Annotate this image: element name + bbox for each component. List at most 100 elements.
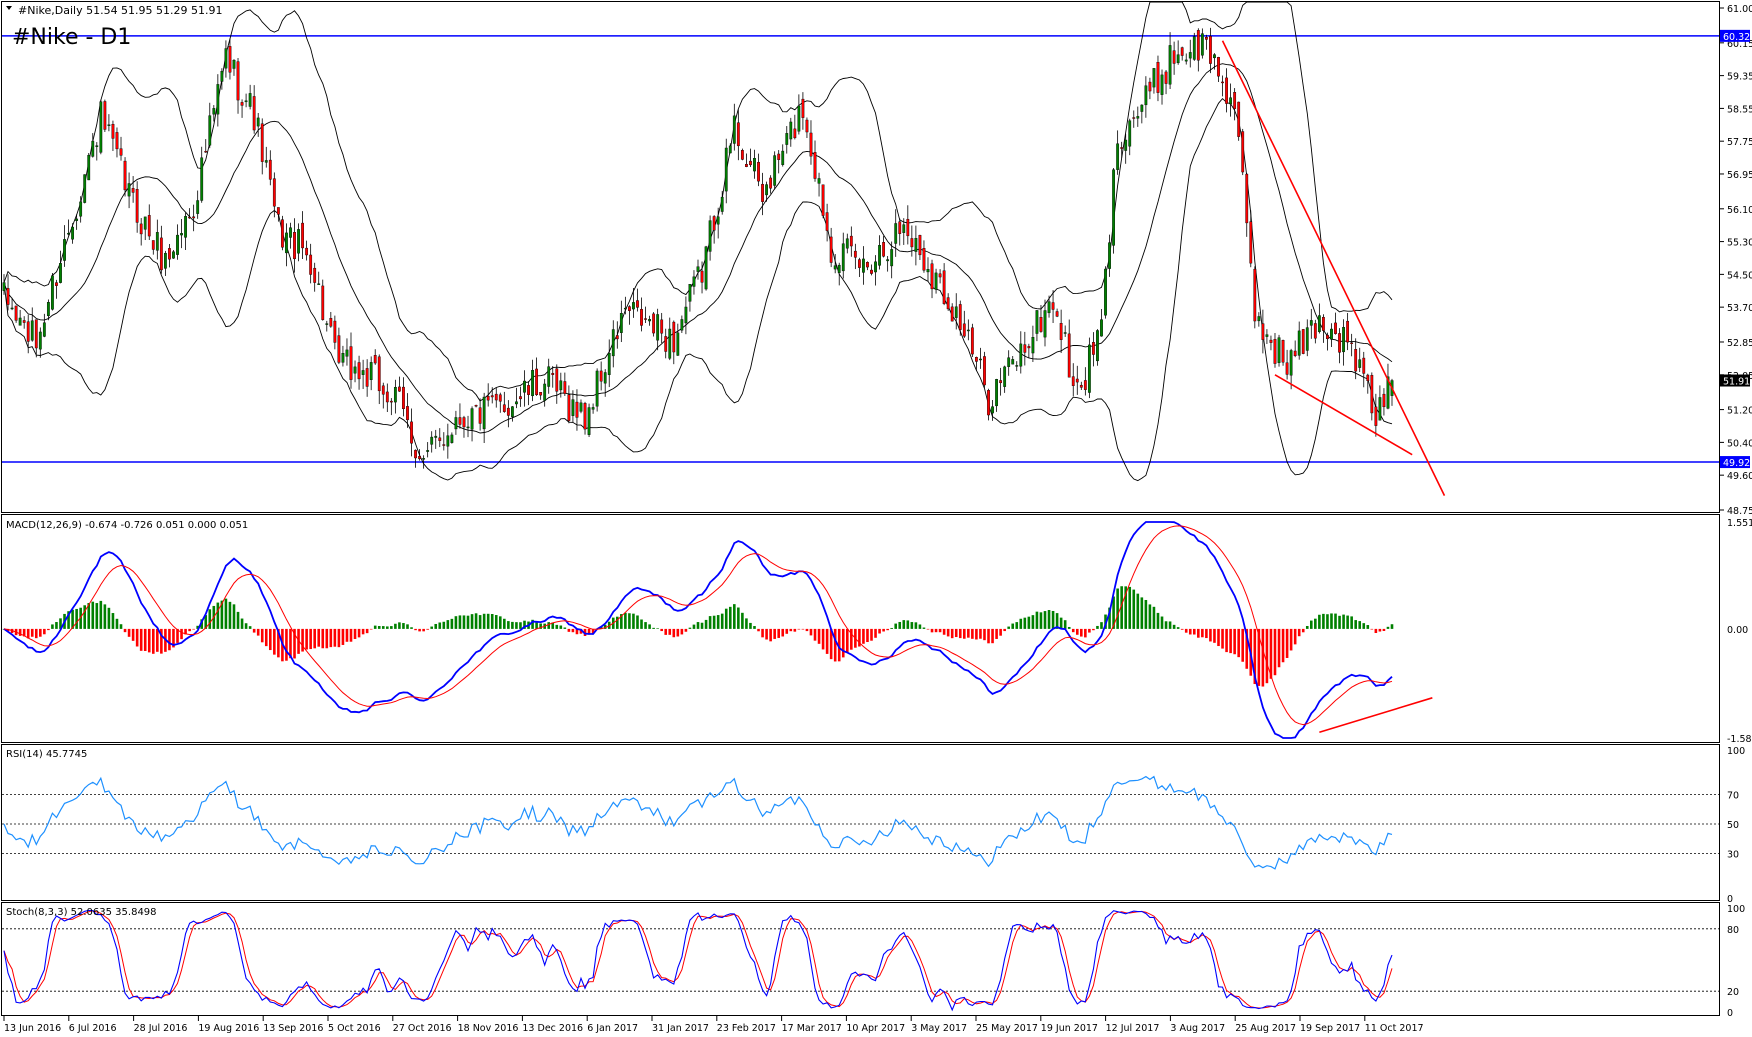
candle <box>111 120 115 151</box>
bear-candle-body <box>55 282 58 286</box>
macd-histogram-bar <box>1241 628 1245 662</box>
rsi-pane[interactable] <box>1 744 1720 901</box>
bull-candle-body <box>450 434 454 443</box>
candle <box>309 243 313 284</box>
time-tick-label-20: 19 Sep 2017 <box>1300 1023 1360 1034</box>
bull-candle-body <box>833 265 837 270</box>
macd-histogram-bar <box>531 619 534 629</box>
candle <box>252 85 256 134</box>
bear-candle-body <box>958 304 962 330</box>
macd-histogram-bar <box>1237 628 1240 658</box>
candle <box>1188 39 1192 68</box>
candle <box>510 406 514 422</box>
bull-candle-body <box>426 450 430 452</box>
main-pane[interactable] <box>1 1 1720 513</box>
macd-histogram-bar <box>1277 628 1281 668</box>
bull-candle-body <box>890 249 894 267</box>
macd-histogram-bar <box>793 628 797 632</box>
bear-candle-body <box>853 250 857 258</box>
bear-candle-body <box>135 189 139 223</box>
candle <box>777 150 781 174</box>
macd-histogram-bar <box>676 628 680 637</box>
macd-histogram-bar <box>1192 628 1196 635</box>
candle <box>172 250 175 259</box>
candle <box>71 223 74 244</box>
candle <box>1273 333 1277 368</box>
macd-histogram-bar <box>829 628 833 660</box>
candle <box>930 259 934 299</box>
macd-tick-label-1: 0.00 <box>1727 625 1748 636</box>
macd-histogram-bar <box>1346 615 1349 629</box>
macd-histogram-bar <box>583 628 587 636</box>
macd-histogram-bar <box>1112 596 1115 629</box>
bear-candle-body <box>34 319 38 349</box>
candle <box>1055 308 1059 318</box>
candle <box>668 317 672 361</box>
stoch-pane[interactable] <box>1 902 1720 1016</box>
candle <box>1136 106 1140 127</box>
bear-candle-body <box>438 437 442 441</box>
macd-histogram-bar <box>305 628 308 650</box>
macd-histogram-bar <box>30 628 34 637</box>
bear-candle-body <box>922 248 926 271</box>
candle <box>813 140 817 182</box>
macd-histogram-bar <box>644 622 647 629</box>
candle <box>1289 348 1293 390</box>
macd-histogram-bar <box>890 627 893 629</box>
bear-candle-body <box>1132 117 1136 119</box>
candle <box>966 319 970 341</box>
bear-candle-body <box>1209 36 1212 64</box>
macd-pane[interactable] <box>1 514 1720 743</box>
candle <box>1237 101 1241 141</box>
macd-histogram-bar <box>624 612 627 629</box>
macd-histogram-bar <box>1386 626 1390 629</box>
bull-candle-body <box>724 147 728 192</box>
candle <box>607 339 611 388</box>
macd-histogram-bar <box>640 619 643 629</box>
macd-histogram-bar <box>1184 628 1188 633</box>
macd-histogram-bar <box>127 628 131 637</box>
macd-histogram-bar <box>301 628 304 652</box>
bull-candle-body <box>914 238 918 252</box>
bollinger-middle <box>3 63 1393 434</box>
macd-histogram-bar <box>902 620 906 629</box>
bull-candle-body <box>531 370 534 397</box>
bull-candle-body <box>1043 310 1047 338</box>
candle <box>958 300 962 336</box>
candle <box>1204 34 1208 50</box>
bear-candle-body <box>333 320 337 343</box>
macd-histogram-bar <box>470 614 474 629</box>
candle <box>732 103 736 151</box>
candle <box>1229 83 1233 117</box>
bull-candle-body <box>1317 315 1321 332</box>
bull-candle-body <box>127 183 131 197</box>
candle <box>660 312 664 344</box>
time-tick-label-11: 23 Feb 2017 <box>717 1023 776 1034</box>
candle <box>361 359 365 389</box>
macd-histogram-bar <box>785 628 789 634</box>
macd-histogram-bar <box>942 628 946 635</box>
bull-candle-body <box>99 101 103 153</box>
stoch-main-line <box>3 909 1393 1012</box>
candle <box>115 127 119 158</box>
macd-histogram-bar <box>753 626 756 629</box>
macd-histogram-bar <box>1063 620 1067 629</box>
bull-candle-body <box>587 407 591 435</box>
candle <box>708 215 712 261</box>
macd-histogram-bar <box>438 622 442 629</box>
level-price-label-0: 60.32 <box>1723 32 1750 43</box>
candle <box>523 370 526 407</box>
bull-candle-body <box>95 145 99 147</box>
bear-candle-body <box>1071 376 1075 386</box>
macd-histogram-bar <box>1071 628 1075 633</box>
candle <box>519 386 522 407</box>
candle <box>817 172 821 197</box>
bear-candle-body <box>398 386 401 392</box>
macd-histogram-bar <box>817 628 821 644</box>
time-tick-label-21: 11 Oct 2017 <box>1365 1023 1424 1034</box>
macd-histogram-bar <box>172 628 175 648</box>
bull-candle-body <box>63 239 66 261</box>
macd-histogram-bar <box>18 628 22 636</box>
candle <box>882 235 886 258</box>
dropdown-arrow-icon[interactable] <box>6 6 12 10</box>
